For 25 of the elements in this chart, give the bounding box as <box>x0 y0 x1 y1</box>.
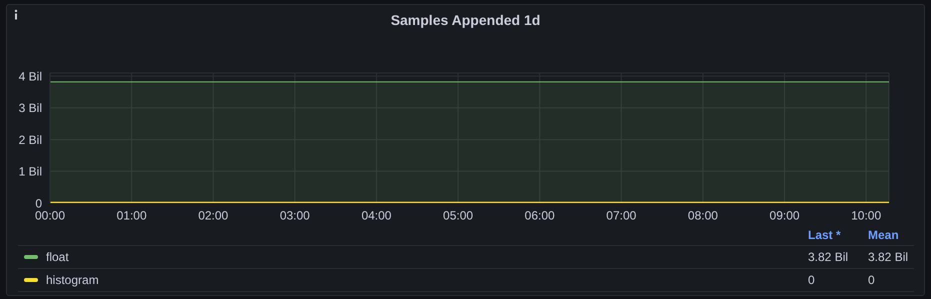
x-tick-label: 03:00 <box>280 208 310 223</box>
y-tick-label: 2 Bil <box>18 132 42 147</box>
legend-label: float <box>46 250 70 264</box>
y-tick-label: 1 Bil <box>18 164 42 179</box>
x-tick-label: 01:00 <box>116 208 147 223</box>
x-tick-label: 08:00 <box>688 208 718 223</box>
x-tick-label: 04:00 <box>361 208 392 223</box>
y-tick-label: 0 <box>35 196 42 210</box>
x-tick-label: 10:00 <box>851 208 882 223</box>
x-tick-label: 00:00 <box>34 208 66 223</box>
text: 0 <box>808 273 816 287</box>
text: Last * <box>808 228 842 242</box>
x-tick-label: 09:00 <box>770 208 800 223</box>
legend-label: histogram <box>46 273 100 287</box>
text: 0 <box>868 273 876 287</box>
text: 3.82 Bil <box>868 250 910 264</box>
x-tick-label: 07:00 <box>606 208 637 223</box>
x-tick-label: 05:00 <box>443 208 474 223</box>
text: Mean <box>868 228 900 242</box>
x-tick-label: 06:00 <box>524 208 556 223</box>
text: 3.82 Bil <box>808 250 850 264</box>
x-tick-label: 02:00 <box>198 208 229 223</box>
y-tick-label: 3 Bil <box>18 101 42 116</box>
chart-title: Samples Appended 1d <box>390 12 542 28</box>
y-tick-label: 4 Bil <box>18 69 42 84</box>
